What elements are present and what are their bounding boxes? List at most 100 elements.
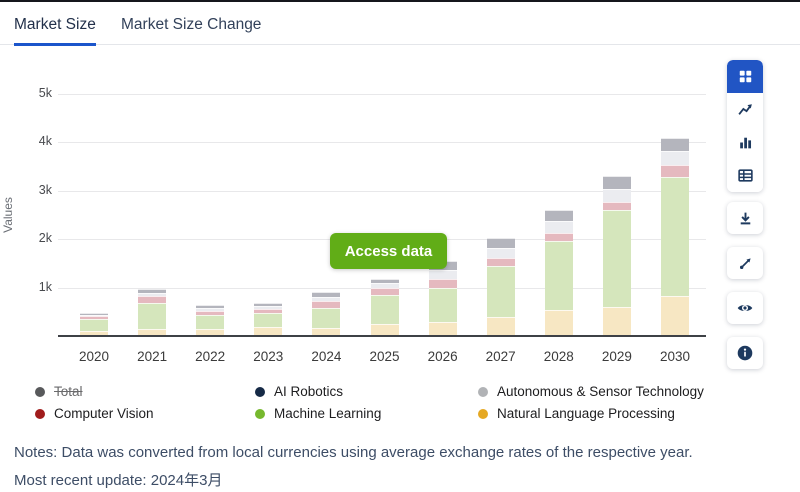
x-tick-label: 2025	[369, 349, 400, 364]
bar-segment-air[interactable]	[370, 283, 399, 289]
bar-segment-nlp[interactable]	[80, 331, 108, 335]
legend-item[interactable]: Natural Language Processing	[478, 406, 775, 421]
bar-segment-ast[interactable]	[486, 237, 515, 249]
legend-dot	[478, 386, 488, 397]
y-tick-label: 1k	[38, 280, 52, 294]
grid-view-button[interactable]	[727, 60, 763, 93]
bar-segment-ml[interactable]	[544, 241, 573, 311]
bar-2028[interactable]	[544, 209, 573, 335]
bar-segment-ast[interactable]	[138, 288, 167, 293]
bar-segment-ast[interactable]	[312, 291, 341, 297]
bar-segment-air[interactable]	[196, 307, 225, 311]
bar-segment-cv[interactable]	[486, 258, 515, 267]
download-button[interactable]	[727, 202, 763, 234]
bar-2026[interactable]	[428, 261, 457, 335]
bar-2029[interactable]	[602, 176, 631, 335]
grid-icon	[739, 70, 751, 83]
bar-2022[interactable]	[196, 305, 225, 335]
bar-segment-ast[interactable]	[80, 313, 108, 316]
expand-icon	[739, 257, 751, 269]
bar-segment-ast[interactable]	[196, 305, 225, 308]
bar-2024[interactable]	[312, 291, 341, 335]
bar-segment-cv[interactable]	[370, 288, 399, 295]
legend-item[interactable]: Autonomous & Sensor Technology	[478, 384, 775, 399]
bar-segment-ast[interactable]	[370, 278, 399, 284]
bar-segment-cv[interactable]	[196, 310, 225, 315]
line-chart-view-button[interactable]	[727, 93, 763, 126]
bar-2030[interactable]	[661, 137, 689, 335]
bar-segment-cv[interactable]	[428, 279, 457, 288]
bar-chart-view-button[interactable]	[727, 126, 763, 159]
legend-item[interactable]: AI Robotics	[255, 384, 478, 399]
legend-item[interactable]: Computer Vision	[35, 406, 255, 421]
bar-2025[interactable]	[370, 278, 399, 335]
bar-segment-air[interactable]	[312, 296, 341, 302]
bar-segment-air[interactable]	[486, 248, 515, 259]
legend-label: Autonomous & Sensor Technology	[497, 384, 704, 399]
bar-segment-ml[interactable]	[138, 303, 167, 330]
legend-item[interactable]: Total	[35, 384, 255, 399]
x-tick-label: 2020	[78, 349, 110, 364]
bar-segment-air[interactable]	[254, 306, 283, 309]
info-button[interactable]	[727, 337, 763, 369]
bar-segment-cv[interactable]	[312, 301, 341, 308]
bar-segment-ast[interactable]	[661, 137, 689, 151]
bar-segment-cv[interactable]	[661, 165, 689, 177]
expand-button[interactable]	[727, 247, 763, 279]
bar-segment-air[interactable]	[602, 188, 631, 202]
bar-segment-nlp[interactable]	[602, 306, 631, 335]
bar-segment-nlp[interactable]	[661, 296, 689, 335]
bar-segment-nlp[interactable]	[544, 310, 573, 335]
bar-segment-ast[interactable]	[254, 303, 283, 307]
bar-segment-cv[interactable]	[138, 296, 167, 304]
bar-segment-ml[interactable]	[602, 210, 631, 307]
bar-segment-cv[interactable]	[80, 316, 108, 320]
table-view-button[interactable]	[727, 159, 763, 192]
legend-label: Natural Language Processing	[497, 406, 675, 421]
eye-icon	[737, 304, 753, 312]
bar-segment-air[interactable]	[80, 315, 108, 317]
bar-segment-cv[interactable]	[254, 308, 283, 313]
tab-market-size-change[interactable]: Market Size Change	[121, 16, 262, 33]
bar-segment-ml[interactable]	[486, 266, 515, 318]
bar-segment-air[interactable]	[428, 269, 457, 280]
bar-2027[interactable]	[486, 237, 515, 335]
visibility-button[interactable]	[727, 292, 763, 324]
x-tick-label: 2027	[485, 349, 516, 364]
bar-segment-cv[interactable]	[602, 201, 631, 211]
bar-segment-ml[interactable]	[370, 294, 399, 324]
bar-segment-nlp[interactable]	[312, 327, 341, 335]
bar-segment-nlp[interactable]	[486, 317, 515, 335]
access-data-button[interactable]: Access data	[330, 233, 447, 269]
bar-2020[interactable]	[80, 313, 108, 335]
legend-dot	[255, 386, 265, 397]
bar-segment-air[interactable]	[661, 150, 689, 166]
last-update-text: Most recent update: 2024年3月	[14, 472, 223, 489]
bar-segment-air[interactable]	[544, 221, 573, 233]
chart-plot-area: Values 1k 2k 3k 4k 5k 2020 2021 2022 2023 2024 202…	[0, 50, 722, 380]
bar-segment-ml[interactable]	[312, 307, 341, 328]
tab-market-size[interactable]: Market Size	[14, 16, 96, 46]
bar-2023[interactable]	[254, 303, 283, 335]
bar-segment-cv[interactable]	[544, 232, 573, 242]
bar-segment-ast[interactable]	[544, 209, 573, 222]
bar-segment-ml[interactable]	[428, 287, 457, 322]
y-tick-label: 4k	[38, 134, 52, 148]
legend-item[interactable]: Machine Learning	[255, 406, 478, 421]
bar-2021[interactable]	[138, 288, 167, 335]
bar-segment-ml[interactable]	[254, 312, 283, 327]
bar-segment-ast[interactable]	[602, 176, 631, 189]
bar-segment-nlp[interactable]	[138, 329, 167, 335]
download-icon	[740, 212, 750, 224]
bar-segment-nlp[interactable]	[370, 323, 399, 335]
notes-text: Notes: Data was converted from local cur…	[14, 444, 693, 461]
bar-segment-nlp[interactable]	[196, 328, 225, 335]
bar-segment-air[interactable]	[138, 292, 167, 297]
line-chart-icon	[737, 104, 752, 115]
bar-segment-ml[interactable]	[661, 176, 689, 297]
bar-segment-nlp[interactable]	[428, 321, 457, 335]
bar-segment-nlp[interactable]	[254, 326, 283, 335]
bar-segment-ml[interactable]	[80, 319, 108, 332]
x-tick-label: 2024	[311, 349, 342, 364]
bar-segment-ml[interactable]	[196, 314, 225, 329]
